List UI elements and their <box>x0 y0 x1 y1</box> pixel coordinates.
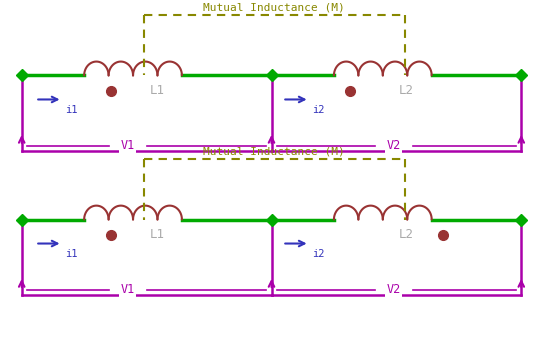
Text: L1: L1 <box>149 84 165 97</box>
Text: i2: i2 <box>312 105 325 115</box>
Text: i1: i1 <box>65 249 78 259</box>
Text: Mutual Inductance (M): Mutual Inductance (M) <box>203 2 345 12</box>
Text: i2: i2 <box>312 249 325 259</box>
Text: V1: V1 <box>121 283 135 296</box>
Text: L2: L2 <box>399 84 414 97</box>
Text: V1: V1 <box>121 139 135 152</box>
Text: V2: V2 <box>387 283 401 296</box>
Text: L1: L1 <box>149 228 165 241</box>
Text: V2: V2 <box>387 139 401 152</box>
Text: Mutual Inductance (M): Mutual Inductance (M) <box>203 146 345 156</box>
Text: L2: L2 <box>399 228 414 241</box>
Text: i1: i1 <box>65 105 78 115</box>
